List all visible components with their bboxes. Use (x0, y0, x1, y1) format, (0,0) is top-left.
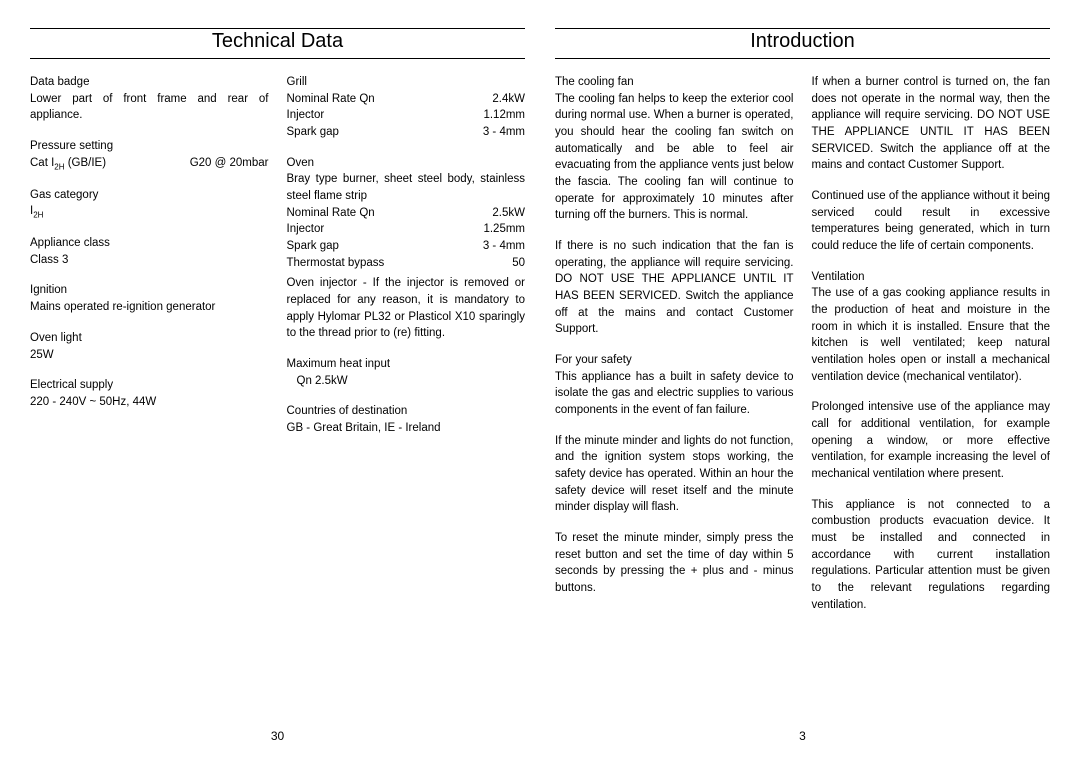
gas-category-block: Gas category I2H (30, 187, 269, 222)
technical-data-header: Technical Data (30, 30, 525, 59)
appliance-class-heading: Appliance class (30, 235, 269, 252)
appliance-class-block: Appliance class Class 3 (30, 235, 269, 268)
ignition-value: Mains operated re-ignition generator (30, 299, 269, 316)
electrical-heading: Electrical supply (30, 377, 269, 394)
pressure-value: G20 @ 20mbar (182, 155, 269, 173)
countries-block: Countries of destination GB - Great Brit… (287, 403, 526, 436)
gas-category-heading: Gas category (30, 187, 269, 204)
oven-text: Bray type burner, sheet steel body, stai… (287, 171, 526, 204)
grill-block: Grill Nominal Rate Qn2.4kW Injector1.12m… (287, 74, 526, 141)
pressure-label: Cat I2H (GB/IE) (30, 155, 182, 173)
appliance-class-value: Class 3 (30, 252, 269, 269)
grill-sg-row: Spark gap3 - 4mm (287, 124, 526, 141)
right-page: Introduction The cooling fan The cooling… (555, 30, 1050, 743)
left-col-1: Data badge Lower part of front frame and… (30, 74, 269, 721)
oven-block: Oven Bray type burner, sheet steel body,… (287, 155, 526, 342)
maxheat-heading: Maximum heat input (287, 356, 526, 373)
left-page-number: 30 (30, 721, 525, 743)
safety-p3-block: To reset the minute minder, simply press… (555, 530, 794, 597)
oven-tb-row: Thermostat bypass50 (287, 255, 526, 272)
ovenlight-value: 25W (30, 347, 269, 364)
cooling-fan-heading: The cooling fan (555, 74, 794, 91)
right-col-1: The cooling fan The cooling fan helps to… (555, 74, 794, 721)
safety-block: For your safety This appliance has a bui… (555, 352, 794, 419)
cooling-fan-block: The cooling fan The cooling fan helps to… (555, 74, 794, 224)
grill-inj-row: Injector1.12mm (287, 107, 526, 124)
safety-p2-block: If the minute minder and lights do not f… (555, 433, 794, 516)
pressure-heading: Pressure setting (30, 138, 269, 155)
grill-heading: Grill (287, 74, 526, 91)
pressure-block: Pressure setting Cat I2H (GB/IE) G20 @ 2… (30, 138, 269, 173)
data-badge-block: Data badge Lower part of front frame and… (30, 74, 269, 124)
data-badge-heading: Data badge (30, 74, 269, 91)
col2-p2: Continued use of the appliance without i… (812, 188, 1051, 255)
countries-heading: Countries of destination (287, 403, 526, 420)
ovenlight-block: Oven light 25W (30, 330, 269, 363)
maxheat-block: Maximum heat input Qn 2.5kW (287, 356, 526, 389)
gas-category-value: I2H (30, 203, 269, 221)
left-col-2: Grill Nominal Rate Qn2.4kW Injector1.12m… (287, 74, 526, 721)
oven-heading: Oven (287, 155, 526, 172)
electrical-block: Electrical supply 220 - 240V ~ 50Hz, 44W (30, 377, 269, 410)
cooling-fan-p2: If there is no such indication that the … (555, 238, 794, 338)
col2-p1-block: If when a burner control is turned on, t… (812, 74, 1051, 174)
left-body: Data badge Lower part of front frame and… (30, 74, 525, 721)
right-page-number: 3 (555, 721, 1050, 743)
cooling-fan-p1: The cooling fan helps to keep the exteri… (555, 91, 794, 224)
data-badge-text: Lower part of front frame and rear of ap… (30, 91, 269, 124)
col2-p1: If when a burner control is turned on, t… (812, 74, 1051, 174)
left-page: Technical Data Data badge Lower part of … (30, 30, 525, 743)
ventilation-p2: Prolonged intensive use of the appliance… (812, 399, 1051, 482)
ventilation-p1: The use of a gas cooking appliance resul… (812, 285, 1051, 385)
right-col-2: If when a burner control is turned on, t… (812, 74, 1051, 721)
pressure-row: Cat I2H (GB/IE) G20 @ 20mbar (30, 155, 269, 173)
introduction-header: Introduction (555, 30, 1050, 59)
countries-value: GB - Great Britain, IE - Ireland (287, 420, 526, 437)
ventilation-p2-block: Prolonged intensive use of the appliance… (812, 399, 1051, 482)
ignition-heading: Ignition (30, 282, 269, 299)
electrical-value: 220 - 240V ~ 50Hz, 44W (30, 394, 269, 411)
oven-inj-row: Injector1.25mm (287, 221, 526, 238)
book-spread: Technical Data Data badge Lower part of … (30, 30, 1050, 743)
oven-sg-row: Spark gap3 - 4mm (287, 238, 526, 255)
safety-p3: To reset the minute minder, simply press… (555, 530, 794, 597)
safety-p2: If the minute minder and lights do not f… (555, 433, 794, 516)
ventilation-block: Ventilation The use of a gas cooking app… (812, 269, 1051, 386)
maxheat-value: Qn 2.5kW (287, 373, 526, 390)
ignition-block: Ignition Mains operated re-ignition gene… (30, 282, 269, 315)
ventilation-p3-block: This appliance is not connected to a com… (812, 497, 1051, 614)
ovenlight-heading: Oven light (30, 330, 269, 347)
ventilation-p3: This appliance is not connected to a com… (812, 497, 1051, 614)
safety-p1: This appliance has a built in safety dev… (555, 369, 794, 419)
oven-note: Oven injector - If the injector is remov… (287, 275, 526, 342)
col2-p2-block: Continued use of the appliance without i… (812, 188, 1051, 255)
cooling-fan-p2-block: If there is no such indication that the … (555, 238, 794, 338)
right-body: The cooling fan The cooling fan helps to… (555, 74, 1050, 721)
safety-heading: For your safety (555, 352, 794, 369)
oven-nom-row: Nominal Rate Qn2.5kW (287, 205, 526, 222)
grill-nom-row: Nominal Rate Qn2.4kW (287, 91, 526, 108)
ventilation-heading: Ventilation (812, 269, 1051, 286)
